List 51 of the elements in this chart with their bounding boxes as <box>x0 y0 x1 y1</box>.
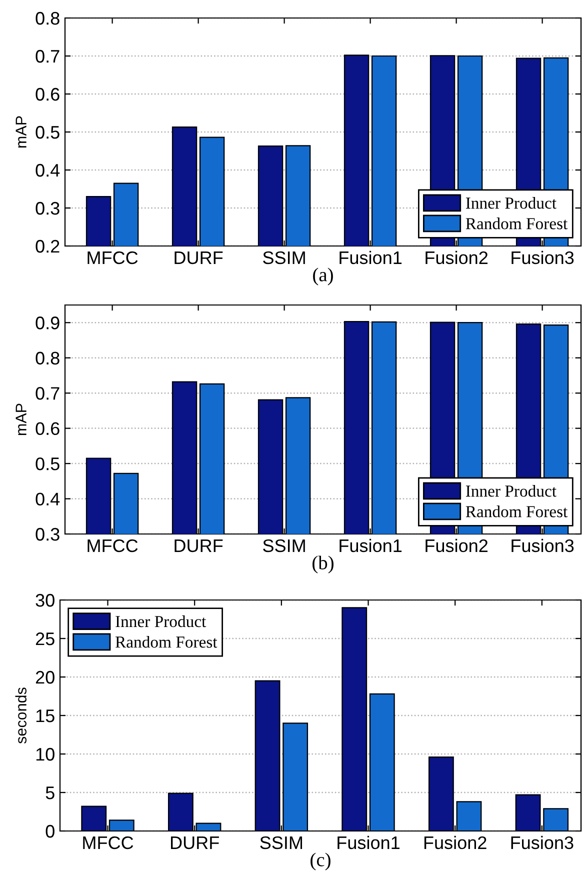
x-tick-label: SSIM <box>263 539 305 552</box>
legend-label: Inner Product <box>466 485 556 497</box>
x-axis-title: (b) <box>312 556 334 574</box>
y-tick-label: 0.6 <box>36 88 60 101</box>
x-tick-label: DURF <box>171 836 219 850</box>
y-tick-label: 0.3 <box>36 202 60 215</box>
y-axis-title: seconds <box>15 688 26 744</box>
y-tick-label: 10 <box>36 748 54 761</box>
x-axis-title: (a) <box>313 268 333 286</box>
x-tick-label: Fusion1 <box>340 538 402 552</box>
x-tick-label: MFCC <box>88 251 138 264</box>
x-tick-label: MFCC <box>83 836 134 850</box>
y-tick-label: 15 <box>36 710 54 722</box>
y-tick-label: 0.2 <box>36 240 60 253</box>
x-tick-label: Fusion3 <box>512 538 574 552</box>
y-tick-label: 25 <box>36 632 54 646</box>
x-tick-label: Fusion2 <box>424 836 486 850</box>
x-axis-title: (c) <box>310 852 330 870</box>
x-tick-label: Fusion2 <box>426 538 488 552</box>
y-axis-title: mAP <box>16 116 26 148</box>
x-tick-label: Fusion2 <box>426 250 488 264</box>
legend-label: Random Forest <box>466 506 568 518</box>
y-tick-label: 0.7 <box>36 50 60 63</box>
x-tick-label: MFCC <box>88 539 138 552</box>
y-tick-label: 0.8 <box>36 12 60 25</box>
x-tick-label: Fusion3 <box>511 836 574 850</box>
y-tick-label: 20 <box>36 670 54 684</box>
y-tick-label: 0.6 <box>36 422 60 436</box>
y-tick-label: 0 <box>46 824 54 838</box>
y-tick-label: 5 <box>46 786 54 800</box>
x-tick-label: Fusion3 <box>512 250 574 264</box>
legend-label: Random Forest <box>466 218 568 230</box>
y-tick-label: 0.8 <box>36 352 60 365</box>
y-tick-label: 0.5 <box>36 126 60 139</box>
x-tick-label: DURF <box>174 252 223 264</box>
x-tick-label: Fusion1 <box>340 250 402 264</box>
y-tick-label: 30 <box>36 594 54 607</box>
x-tick-label: SSIM <box>263 251 305 264</box>
x-tick-label: Fusion1 <box>338 836 400 850</box>
legend-label: Inner Product <box>116 615 206 628</box>
y-tick-label: 0.7 <box>36 387 60 400</box>
y-tick-label: 0.3 <box>36 528 60 541</box>
y-tick-label: 0.5 <box>36 457 60 470</box>
y-tick-label: 0.9 <box>36 316 60 330</box>
x-tick-label: SSIM <box>260 836 302 850</box>
legend-label: Random Forest <box>115 636 218 648</box>
x-tick-label: DURF <box>174 540 223 552</box>
y-axis-title: mAP <box>16 404 26 436</box>
legend-label: Inner Product <box>466 197 556 209</box>
y-tick-label: 0.4 <box>36 164 60 177</box>
y-tick-label: 0.4 <box>36 492 60 506</box>
